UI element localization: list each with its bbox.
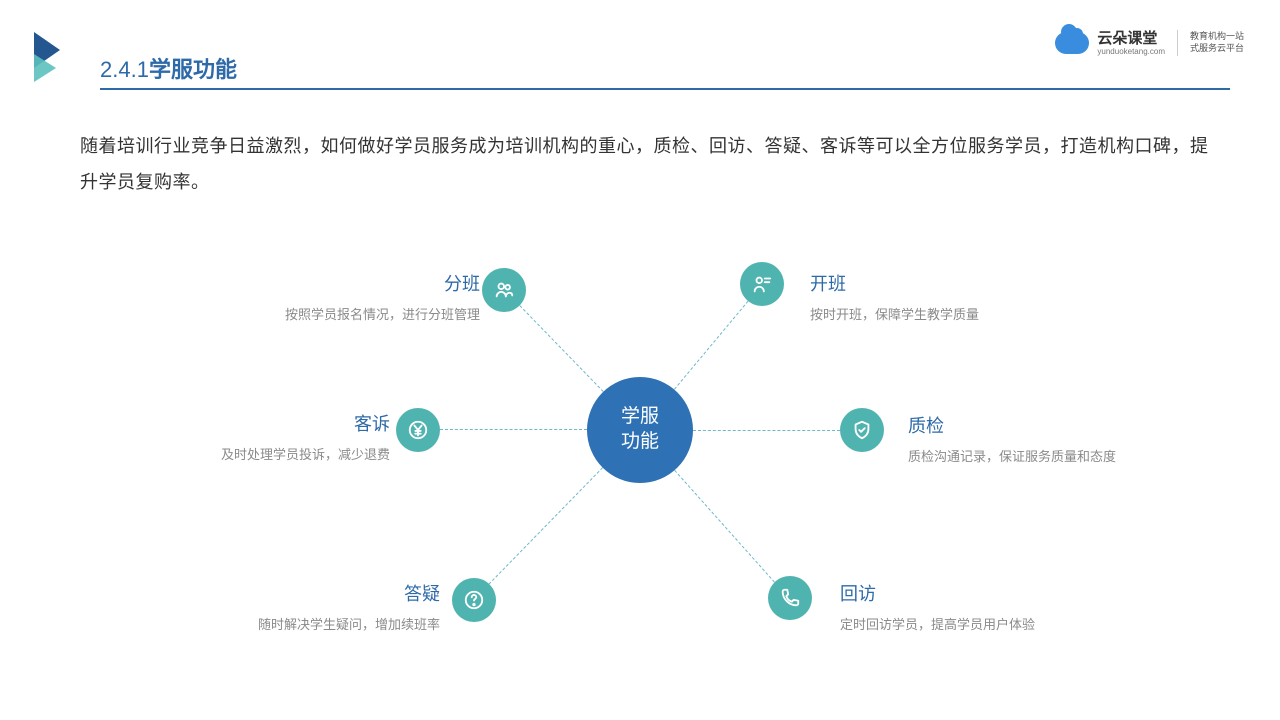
node-kesu — [396, 408, 440, 452]
brand-url: yunduoketang.com — [1097, 48, 1165, 56]
label-fenban: 分班按照学员报名情况，进行分班管理 — [200, 270, 480, 323]
question-icon — [463, 589, 485, 611]
node-huifang — [768, 576, 812, 620]
connector-zhijian — [693, 430, 840, 431]
label-dayi: 答疑随时解决学生疑问，增加续班率 — [160, 580, 440, 633]
shield-icon — [851, 419, 873, 441]
brand-name: 云朵课堂 — [1097, 31, 1165, 46]
connector-kesu — [440, 429, 587, 430]
label-title-kesu: 客诉 — [110, 410, 390, 436]
brand-block: 云朵课堂 yunduoketang.com 教育机构一站式服务云平台 — [1055, 30, 1250, 56]
corner-play-icon — [34, 32, 70, 82]
phone-icon — [779, 587, 801, 609]
page-title: 2.4.1学服功能 — [100, 52, 237, 84]
label-huifang: 回访定时回访学员，提高学员用户体验 — [840, 580, 1120, 633]
connector-dayi — [489, 467, 603, 584]
node-kaiban — [740, 262, 784, 306]
label-title-fenban: 分班 — [200, 270, 480, 296]
brand-divider — [1177, 30, 1178, 56]
label-desc-zhijian: 质检沟通记录，保证服务质量和态度 — [908, 446, 1188, 465]
label-title-dayi: 答疑 — [160, 580, 440, 606]
node-fenban — [482, 268, 526, 312]
radial-diagram: 学服功能 分班按照学员报名情况，进行分班管理客诉及时处理学员投诉，减少退费答疑随时… — [0, 230, 1280, 690]
label-title-kaiban: 开班 — [810, 270, 1090, 296]
label-title-huifang: 回访 — [840, 580, 1120, 606]
group-icon — [493, 279, 515, 301]
label-desc-kaiban: 按时开班，保障学生教学质量 — [810, 304, 1090, 323]
label-desc-huifang: 定时回访学员，提高学员用户体验 — [840, 614, 1120, 633]
node-dayi — [452, 578, 496, 622]
connector-fenban — [519, 305, 603, 392]
intro-paragraph: 随着培训行业竞争日益激烈，如何做好学员服务成为培训机构的重心，质检、回访、答疑、… — [80, 128, 1220, 200]
label-desc-dayi: 随时解决学生疑问，增加续班率 — [160, 614, 440, 633]
connector-kaiban — [674, 301, 749, 390]
section-title: 学服功能 — [149, 57, 237, 82]
label-kesu: 客诉及时处理学员投诉，减少退费 — [110, 410, 390, 463]
node-zhijian — [840, 408, 884, 452]
slide: 2.4.1学服功能 云朵课堂 yunduoketang.com 教育机构一站式服… — [0, 0, 1280, 720]
title-underline — [100, 88, 1230, 90]
yen-icon — [407, 419, 429, 441]
connector-huifang — [675, 470, 776, 583]
label-desc-fenban: 按照学员报名情况，进行分班管理 — [200, 304, 480, 323]
cloud-icon — [1055, 32, 1089, 54]
teacher-icon — [751, 273, 773, 295]
hub-circle: 学服功能 — [587, 377, 693, 483]
label-title-zhijian: 质检 — [908, 412, 1188, 438]
label-desc-kesu: 及时处理学员投诉，减少退费 — [110, 444, 390, 463]
label-kaiban: 开班按时开班，保障学生教学质量 — [810, 270, 1090, 323]
label-zhijian: 质检质检沟通记录，保证服务质量和态度 — [908, 412, 1188, 465]
section-number: 2.4.1 — [100, 57, 149, 82]
brand-tagline: 教育机构一站式服务云平台 — [1190, 31, 1250, 54]
